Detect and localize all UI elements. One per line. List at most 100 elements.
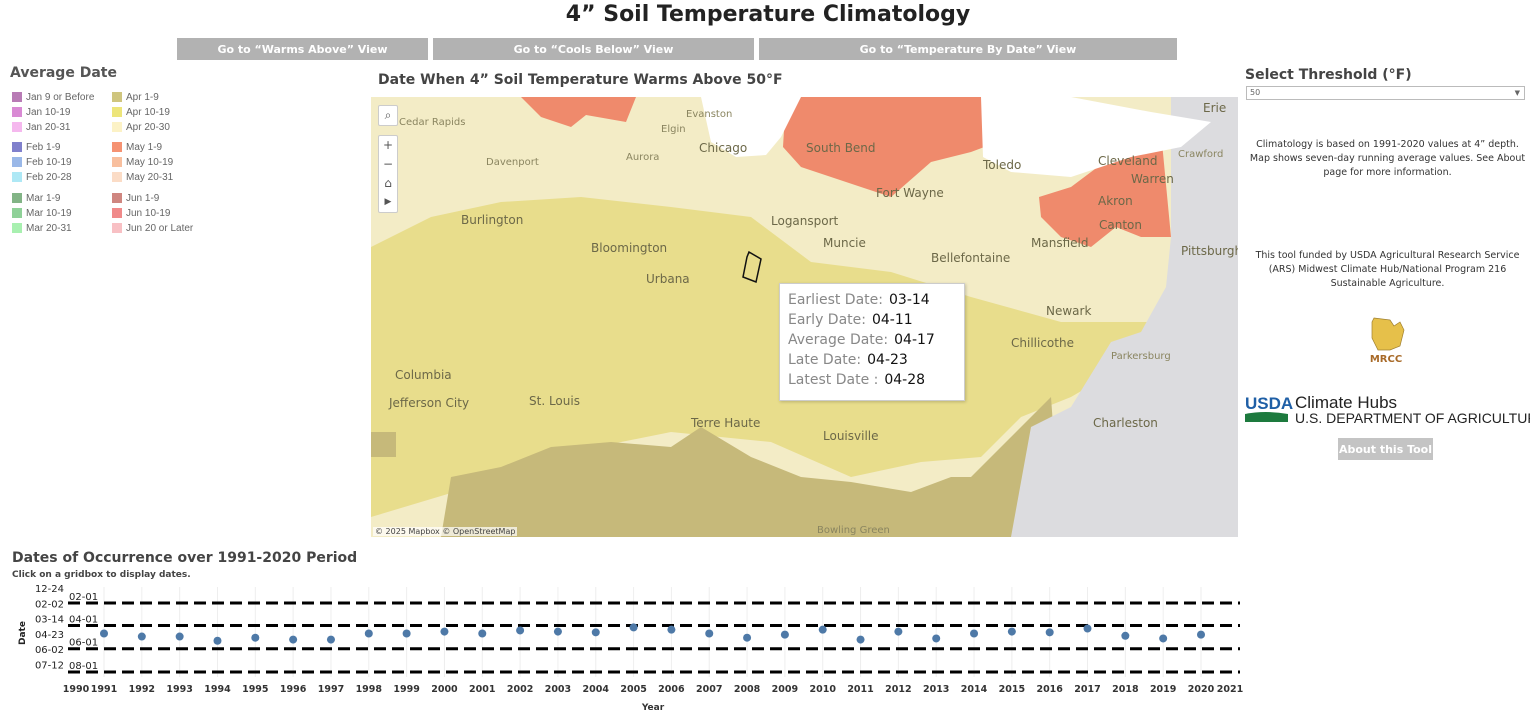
data-point-2006[interactable]	[667, 625, 676, 634]
region-may-1-9[interactable]	[521, 97, 636, 127]
data-point-1992[interactable]	[137, 632, 146, 641]
data-point-2020[interactable]	[1197, 630, 1205, 639]
region-apr-1-9[interactable]	[371, 432, 396, 457]
data-point-2000[interactable]	[440, 627, 449, 636]
tooltip-label: Late Date:	[788, 352, 862, 368]
x-tick-label: 1992	[129, 684, 155, 695]
data-point-1993[interactable]	[175, 632, 184, 641]
hubs-line2: U.S. DEPARTMENT OF AGRICULTURE	[1295, 410, 1530, 426]
city-label: Mansfield	[1031, 236, 1088, 250]
x-tick-label: 2021	[1217, 684, 1243, 695]
legend-item[interactable]: Mar 20-31	[12, 221, 72, 235]
data-point-2018[interactable]	[1121, 631, 1130, 640]
legend-label: Mar 10-19	[26, 207, 72, 219]
data-point-2004[interactable]	[591, 628, 600, 637]
chevron-down-icon: ▼	[1514, 89, 1520, 97]
selected-gridbox[interactable]	[742, 250, 762, 284]
map-attribution[interactable]: © 2025 Mapbox © OpenStreetMap	[373, 527, 518, 536]
legend-label: Jun 1-9	[126, 192, 160, 204]
legend-item[interactable]: May 20-31	[112, 170, 173, 184]
legend-item[interactable]: Jun 10-19	[112, 206, 170, 220]
play-icon[interactable]: ▶	[384, 197, 392, 207]
region-apr-1-9[interactable]	[441, 397, 1061, 537]
about-tool-button[interactable]: About this Tool	[1338, 438, 1433, 460]
data-point-1991[interactable]	[100, 629, 108, 638]
region-may-1-9[interactable]	[1039, 132, 1171, 247]
cools-below-view-button[interactable]: Go to “Cools Below” View	[433, 38, 754, 60]
city-label: Bowling Green	[817, 525, 890, 536]
data-point-2009[interactable]	[780, 630, 789, 639]
usda-climate-hubs-logo[interactable]: USDA Climate Hubs U.S. DEPARTMENT OF AGR…	[1245, 392, 1536, 428]
data-point-1995[interactable]	[251, 633, 260, 642]
search-icon[interactable]: ⌕	[384, 108, 392, 122]
data-point-2019[interactable]	[1159, 634, 1168, 643]
data-point-2016[interactable]	[1045, 628, 1054, 637]
legend-swatch	[112, 208, 122, 218]
legend-label: May 10-19	[126, 156, 174, 168]
data-point-1994[interactable]	[213, 636, 222, 645]
legend-item[interactable]: Mar 10-19	[12, 206, 72, 220]
legend-item[interactable]: Apr 10-19	[112, 105, 170, 119]
reference-line-label: 06-01	[69, 638, 98, 649]
data-point-2011[interactable]	[856, 635, 865, 644]
data-point-2008[interactable]	[743, 633, 752, 642]
data-point-2013[interactable]	[932, 634, 941, 643]
legend-label: Jan 10-19	[26, 106, 71, 118]
data-point-2012[interactable]	[894, 627, 903, 636]
dates-chart[interactable]: 02-01 04-01 06-01 08-01 12-24 02-02 03-14 04-23…	[0, 585, 1250, 714]
legend-swatch	[112, 107, 122, 117]
x-tick-label: 2010	[809, 684, 836, 695]
x-tick-label: 2001	[469, 684, 495, 695]
city-label: Bloomington	[591, 241, 667, 255]
region-may-1-9[interactable]	[783, 97, 1016, 197]
city-label: Toledo	[982, 158, 1021, 172]
map-zoom-controls[interactable]: + − ⌂ ▶	[378, 135, 398, 213]
data-point-2003[interactable]	[553, 627, 562, 636]
legend-item[interactable]: Feb 1-9	[12, 140, 60, 154]
home-icon[interactable]: ⌂	[384, 176, 392, 190]
data-point-2005[interactable]	[629, 623, 638, 632]
map[interactable]: Cedar Rapids Elgin Evanston Chicago Davenpor…	[371, 97, 1238, 537]
legend-item[interactable]: Mar 1-9	[12, 191, 60, 205]
legend-item[interactable]: Jan 9 or Before	[12, 90, 94, 104]
mrcc-logo[interactable]: MRCC	[1360, 316, 1412, 368]
zoom-in-icon[interactable]: +	[382, 138, 394, 152]
legend-item[interactable]: Feb 20-28	[12, 170, 72, 184]
data-point-2002[interactable]	[516, 626, 525, 635]
data-point-2017[interactable]	[1083, 624, 1092, 633]
legend-item[interactable]: May 10-19	[112, 155, 173, 169]
zoom-out-icon[interactable]: −	[382, 157, 394, 171]
data-point-1998[interactable]	[364, 629, 373, 638]
data-point-2015[interactable]	[1007, 627, 1016, 636]
legend-item[interactable]: May 1-9	[112, 140, 162, 154]
legend-item[interactable]: Jan 20-31	[12, 120, 70, 134]
legend-swatch	[12, 122, 22, 132]
city-label: Muncie	[823, 236, 866, 250]
data-point-1996[interactable]	[289, 635, 298, 644]
city-label: Bellefontaine	[931, 251, 1010, 265]
legend-item[interactable]: Apr 1-9	[112, 90, 159, 104]
legend-item[interactable]: Apr 20-30	[112, 120, 170, 134]
funding-text: This tool funded by USDA Agricultural Re…	[1255, 250, 1520, 289]
x-tick-label: 2009	[772, 684, 798, 695]
city-label: Terre Haute	[690, 416, 760, 430]
region-apr-10-19[interactable]	[371, 197, 1151, 517]
legend-item[interactable]: Jun 20 or Later	[112, 221, 193, 235]
threshold-select[interactable]: 50 ▼	[1246, 86, 1525, 100]
data-point-1997[interactable]	[326, 635, 335, 644]
legend-item[interactable]: Jan 10-19	[12, 105, 70, 119]
warms-above-view-button[interactable]: Go to “Warms Above” View	[177, 38, 428, 60]
reference-line-label: 08-01	[69, 661, 98, 672]
x-tick-label: 2007	[696, 684, 722, 695]
legend-item[interactable]: Jun 1-9	[112, 191, 159, 205]
legend-label: Apr 10-19	[126, 106, 170, 118]
data-point-2010[interactable]	[818, 625, 827, 634]
data-point-2001[interactable]	[478, 629, 487, 638]
legend-item[interactable]: Feb 10-19	[12, 155, 72, 169]
data-point-2007[interactable]	[705, 629, 714, 638]
map-search-control[interactable]: ⌕	[378, 105, 398, 126]
data-point-1999[interactable]	[402, 629, 411, 638]
data-point-2014[interactable]	[970, 629, 979, 638]
temperature-by-date-view-button[interactable]: Go to “Temperature By Date” View	[759, 38, 1177, 60]
